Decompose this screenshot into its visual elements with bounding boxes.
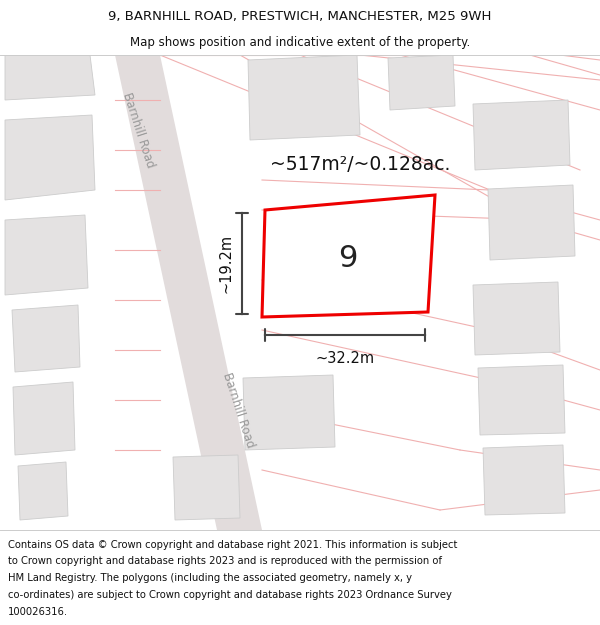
Text: HM Land Registry. The polygons (including the associated geometry, namely x, y: HM Land Registry. The polygons (includin… xyxy=(8,573,412,583)
Polygon shape xyxy=(243,375,335,450)
Text: Contains OS data © Crown copyright and database right 2021. This information is : Contains OS data © Crown copyright and d… xyxy=(8,539,457,549)
Polygon shape xyxy=(488,185,575,260)
Polygon shape xyxy=(115,55,262,530)
Text: Map shows position and indicative extent of the property.: Map shows position and indicative extent… xyxy=(130,36,470,49)
Polygon shape xyxy=(173,455,240,520)
Text: ~517m²/~0.128ac.: ~517m²/~0.128ac. xyxy=(270,156,451,174)
Polygon shape xyxy=(248,55,360,140)
Polygon shape xyxy=(5,215,88,295)
Polygon shape xyxy=(388,55,455,110)
Polygon shape xyxy=(283,215,370,285)
Polygon shape xyxy=(262,195,435,317)
Text: ~32.2m: ~32.2m xyxy=(316,351,374,366)
Polygon shape xyxy=(473,100,570,170)
Polygon shape xyxy=(5,55,95,100)
Polygon shape xyxy=(18,462,68,520)
Text: 9: 9 xyxy=(338,244,357,273)
Polygon shape xyxy=(13,382,75,455)
Text: 9, BARNHILL ROAD, PRESTWICH, MANCHESTER, M25 9WH: 9, BARNHILL ROAD, PRESTWICH, MANCHESTER,… xyxy=(109,10,491,23)
Polygon shape xyxy=(5,115,95,200)
Text: ~19.2m: ~19.2m xyxy=(219,234,234,293)
Text: to Crown copyright and database rights 2023 and is reproduced with the permissio: to Crown copyright and database rights 2… xyxy=(8,556,442,566)
Polygon shape xyxy=(483,445,565,515)
Text: Barnhill Road: Barnhill Road xyxy=(119,91,157,169)
Text: Barnhill Road: Barnhill Road xyxy=(220,371,256,449)
Polygon shape xyxy=(12,305,80,372)
Text: co-ordinates) are subject to Crown copyright and database rights 2023 Ordnance S: co-ordinates) are subject to Crown copyr… xyxy=(8,590,452,600)
Text: 100026316.: 100026316. xyxy=(8,607,68,617)
Polygon shape xyxy=(478,365,565,435)
Polygon shape xyxy=(473,282,560,355)
